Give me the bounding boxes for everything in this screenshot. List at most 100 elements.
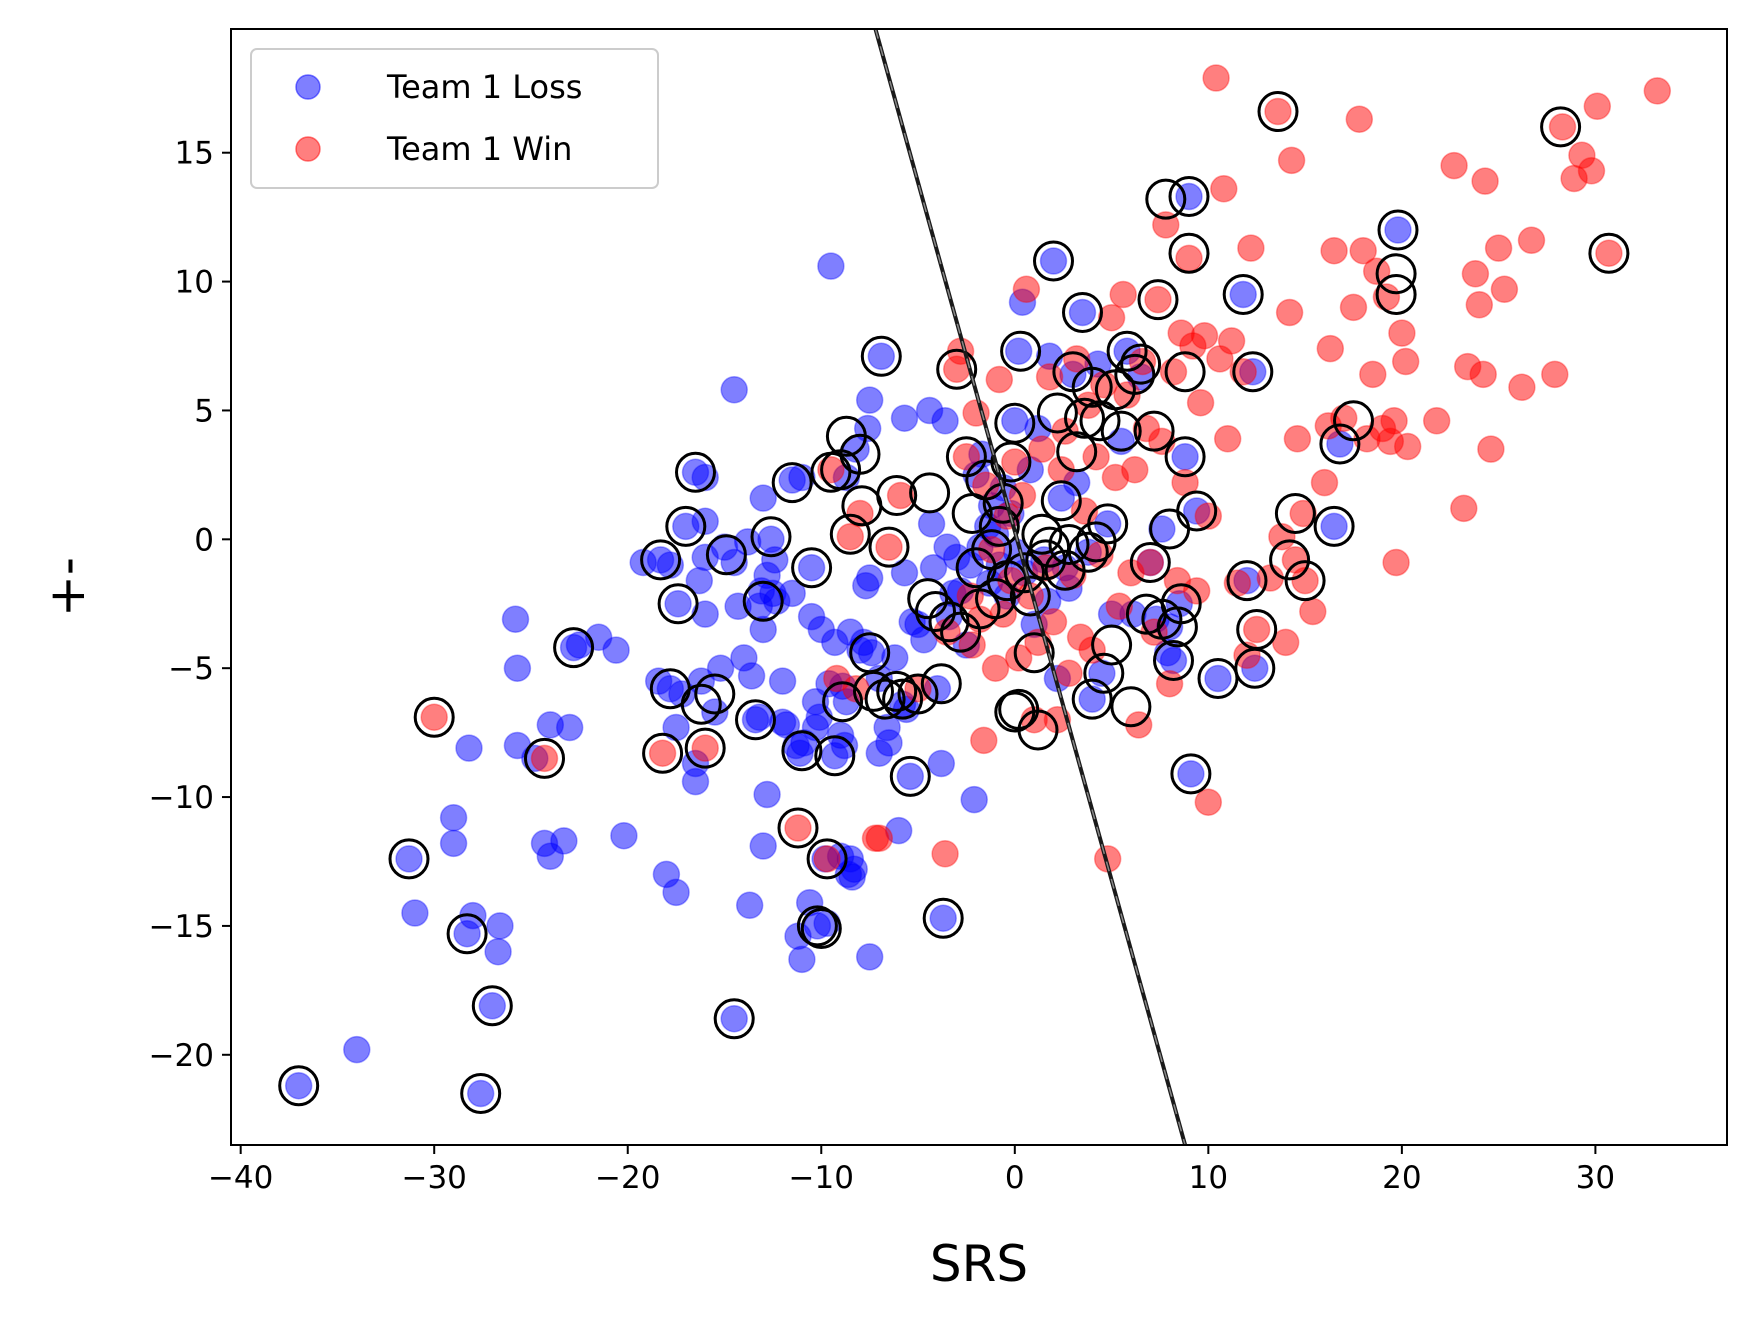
highlight-ring-88 [1071,678,1113,720]
loss-point-202 [1320,512,1348,541]
highlight-ring-121 [1236,609,1278,650]
win-point-74 [1159,358,1188,386]
win-point-78 [1175,244,1203,273]
highlight-ring-109 [1160,583,1202,625]
win-point-104 [1291,566,1319,595]
loss-point-12 [484,937,512,966]
loss-point-106 [840,855,868,883]
highlight-ring-15 [680,683,722,725]
win-point-143 [1583,92,1612,121]
highlight-ring-19 [735,699,776,741]
highlight-ring-4 [460,1073,502,1114]
win-point-124 [1393,432,1422,461]
highlight-ring-24 [781,730,823,772]
highlight-ring-16 [694,673,736,715]
loss-point-43 [691,600,719,628]
highlight-ring-79 [1040,480,1082,522]
highlight-ring-81 [1048,524,1090,565]
x-tick-label: −10 [789,1160,854,1196]
loss-point-132 [917,510,946,538]
win-point-112 [1345,105,1374,133]
win-point-34 [1004,644,1033,672]
highlight-ring-117 [1222,274,1264,315]
x-tick-label: −30 [401,1160,466,1196]
highlight-ring-35 [839,433,881,475]
highlight-ring-111 [1168,232,1210,274]
highlight-ring-105 [1145,178,1187,220]
highlight-ring-112 [1168,176,1210,217]
loss-point-125 [890,404,919,432]
win-point-113 [1349,236,1377,265]
highlight-ring-86 [1067,531,1109,573]
win-point-99 [1275,298,1304,327]
win-point-25 [970,726,998,755]
win-point-20 [952,443,981,471]
win-point-28 [981,654,1010,682]
loss-point-33 [662,878,690,907]
highlight-ring-99 [1120,343,1162,385]
loss-point-88 [805,703,834,731]
loss-point-6 [455,734,483,762]
win-point-96 [1264,97,1292,126]
highlight-ring-14 [684,727,726,769]
loss-point-2 [395,845,423,873]
x-tick-label: 30 [1576,1160,1615,1196]
win-point-100 [1277,146,1306,175]
highlight-ring-129 [1377,209,1419,251]
y-tick-label: 15 [175,136,214,172]
highlight-ring-53 [936,348,978,390]
highlight-ring-96 [1106,330,1148,372]
highlight-ring-125 [1284,560,1326,602]
highlight-ring-130 [1375,253,1417,295]
y-tick-label: −20 [149,1038,214,1074]
highlight-ring-48 [915,591,956,632]
legend-label-loss: Team 1 Loss [386,68,582,106]
highlight-ring-98 [1114,353,1156,395]
win-point-47 [1055,659,1083,688]
win-point-103 [1289,499,1317,528]
win-point-123 [1391,347,1420,376]
win-point-130 [1465,291,1494,319]
win-point-108 [1316,334,1345,363]
win-point-98 [1271,628,1300,657]
y-tick-label: −5 [168,651,214,687]
highlight-ring-92 [1087,503,1129,545]
highlight-ring-115 [1176,490,1218,532]
highlight-ring-40 [860,335,902,377]
highlight-ring-49 [909,472,951,514]
highlight-ring-28 [806,838,848,880]
decision-boundary [873,29,1188,1145]
series-win [420,64,1672,873]
legend-box [250,48,659,189]
legend: Team 1 Loss Team 1 Win [250,48,659,189]
highlight-ring-87 [1071,366,1113,408]
win-point-85 [1202,64,1230,92]
highlight-ring-50 [920,663,962,705]
win-point-125 [1422,407,1451,435]
win-point-136 [1508,373,1536,402]
highlight-ring-84 [1062,292,1103,333]
highlight-ring-71 [1009,575,1051,617]
loss-point-145 [960,785,988,814]
win-point-144 [1595,239,1623,267]
highlight-ring-23 [777,807,819,849]
highlight-ring-45 [889,755,931,797]
win-point-16 [931,840,959,868]
loss-point-175 [1068,298,1097,327]
win-point-70 [1144,285,1172,314]
loss-point-56 [737,662,766,690]
loss-point-159 [1004,337,1033,365]
highlight-ring-103 [1137,279,1179,321]
highlight-ring-64 [986,560,1028,602]
loss-point-197 [1204,664,1232,693]
win-point-126 [1440,151,1468,180]
loss-point-0 [284,1071,313,1100]
y-tick-label: −15 [149,909,214,945]
win-point-83 [1194,788,1223,816]
highlight-ring-25 [791,547,833,589]
win-point-106 [1310,468,1339,497]
win-point-120 [1380,407,1408,435]
loss-point-127 [896,762,925,791]
highlight-ring-51 [922,897,964,939]
